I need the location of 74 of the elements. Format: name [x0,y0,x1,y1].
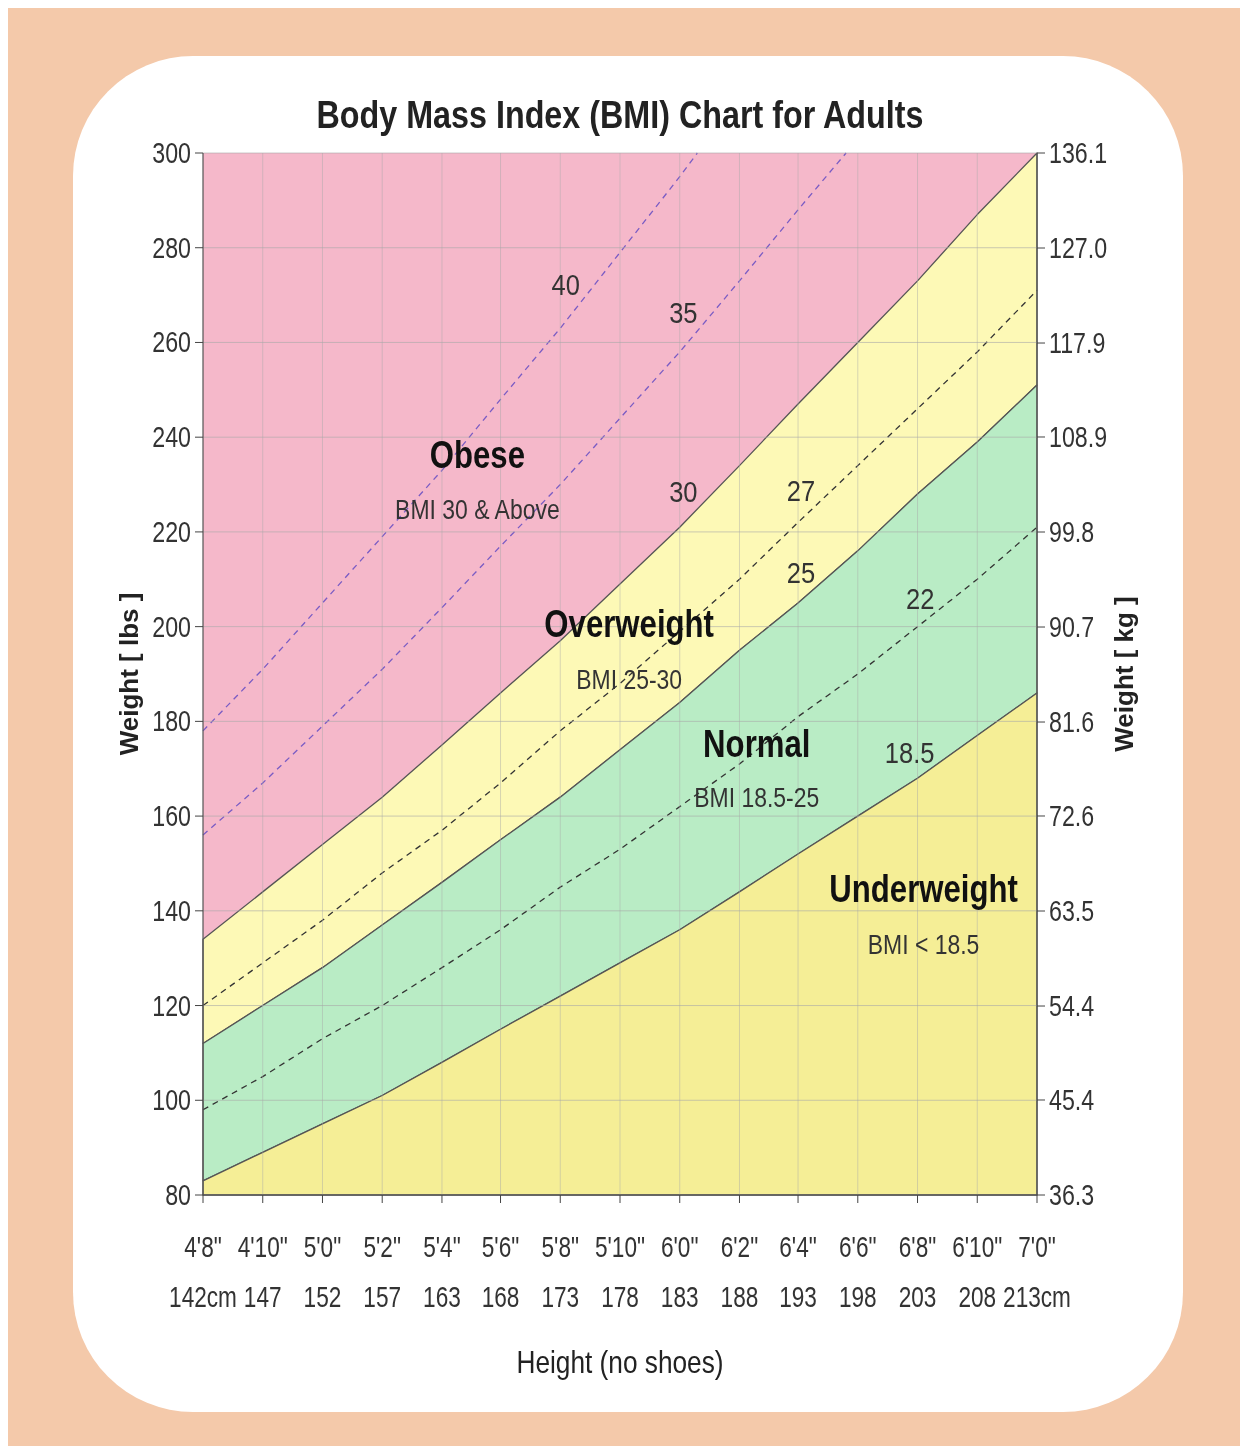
y-tick-label: 260 [152,325,191,360]
x-tick-label: 152 [303,1280,342,1314]
x-tick-label: 188 [720,1280,759,1314]
y-tick-label: 180 [152,704,191,738]
series-label: 25 [786,556,816,590]
x-tick-label: 208 [958,1280,997,1314]
x-tick-label: 157 [363,1280,402,1314]
series-label: 35 [669,295,698,330]
line-series [202,526,1038,1111]
y-tick-label: 120 [152,989,191,1023]
y2-tick-label: 63.5 [1049,894,1095,928]
text: 6'2" [720,1230,759,1264]
y2-tick-label: 54.4 [1049,989,1095,1023]
text: 5'2" [363,1230,401,1264]
text: 6'6" [839,1230,877,1264]
text: 5'10" [594,1230,646,1264]
x-tick-label: 142cm [169,1280,237,1314]
y-tick-label: 280 [152,231,191,265]
y-tick-label: 220 [152,515,191,549]
y2-tick-label: 45.4 [1049,1083,1095,1117]
x-tick-label: 147 [243,1280,282,1314]
text: 5'0" [303,1230,342,1264]
annotation: BMI 18.5-25 [694,781,820,813]
x-tick-label: 173 [541,1280,580,1314]
text: 6'0" [660,1230,699,1264]
x-tick-label: 163 [423,1280,461,1314]
x-tick-label: 213cm [1003,1280,1071,1314]
annotation: Obese [429,434,525,476]
y2-axis-title: Weight [ kg ] [1109,596,1139,752]
series-label: 30 [669,475,698,509]
y2-tick-label: 117.9 [1049,326,1106,360]
y2-tick-label: 136.1 [1049,136,1108,170]
text: 5'4" [423,1230,461,1264]
x-tick-label: 168 [481,1280,520,1314]
line-series [202,152,847,836]
y-tick-label: 300 [152,136,191,170]
y2-tick-label: 72.6 [1049,799,1095,833]
y2-tick-label: 81.6 [1049,705,1095,739]
text: 6'8" [898,1230,937,1264]
text: 5'6" [481,1230,520,1264]
annotation: Normal [703,722,811,765]
x-tick-label: 178 [601,1280,639,1314]
y2-tick-label: 108.9 [1049,420,1108,454]
annotation: BMI < 18.5 [867,928,980,960]
annotation: BMI 25-30 [576,664,683,695]
x-tick-label: 203 [898,1280,937,1314]
y-tick-label: 240 [152,420,191,454]
y2-tick-label: 90.7 [1049,610,1095,644]
annotation: Underweight [829,867,1019,910]
y-axis-title: Weight [ lbs ] [114,592,144,756]
text: 6'10" [952,1230,1003,1264]
text: 4'10" [237,1230,288,1264]
x-tick-label: 198 [838,1280,877,1314]
x-axis-title: Height (no shoes) [516,1344,724,1380]
series-label: 40 [551,267,580,302]
text: 4'8" [184,1230,222,1264]
series-label: 18.5 [884,736,935,770]
y-tick-label: 80 [165,1178,191,1212]
text: 5'8" [541,1230,580,1264]
chart-title: Body Mass Index (BMI) Chart for Adults [316,93,924,136]
annotation: BMI 30 & Above [395,494,560,525]
series-label: 27 [786,473,816,508]
y-tick-label: 160 [152,799,191,833]
series-label: 22 [906,582,935,616]
text: 6'4" [779,1230,817,1264]
y2-tick-label: 99.8 [1049,515,1095,549]
y2-tick-label: 127.0 [1049,231,1108,265]
y2-tick-label: 36.3 [1049,1178,1095,1212]
y-tick-label: 100 [152,1083,191,1117]
x-tick-label: 183 [660,1280,699,1314]
text: 7'0" [1018,1230,1056,1264]
x-tick-label: 193 [779,1280,817,1314]
y-tick-label: 200 [152,610,191,644]
y-tick-label: 140 [152,894,191,928]
